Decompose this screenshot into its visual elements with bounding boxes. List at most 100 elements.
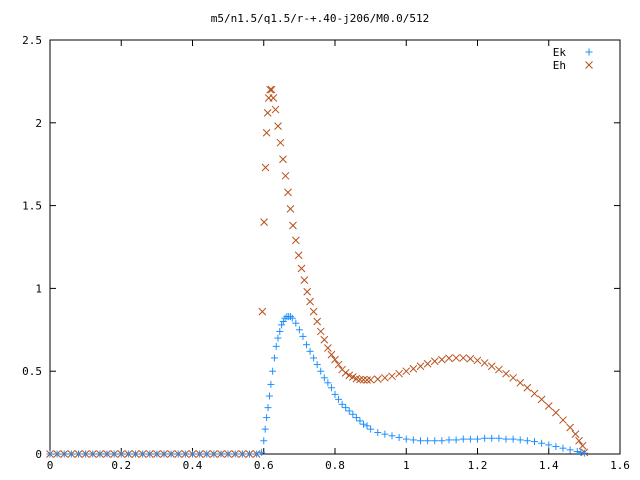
data-point-ek — [417, 437, 424, 445]
data-point-eh — [530, 389, 539, 398]
data-point-ek — [264, 404, 272, 412]
data-point-ek — [338, 400, 346, 408]
y-tick-label: 2.5 — [22, 34, 42, 47]
data-point-eh — [423, 359, 432, 368]
data-point-ek — [320, 374, 328, 382]
data-point-ek — [272, 342, 280, 350]
legend-label-ek: Ek — [553, 46, 567, 59]
data-point-eh — [430, 357, 439, 366]
data-point-ek — [279, 318, 287, 326]
series-ek — [46, 313, 588, 458]
data-point-eh — [267, 85, 276, 94]
data-point-eh — [297, 264, 306, 273]
x-tick-label: 1.2 — [468, 459, 488, 472]
data-point-ek — [495, 434, 503, 442]
data-point-ek — [167, 450, 175, 458]
data-point-eh — [559, 416, 567, 424]
data-point-ek — [124, 450, 132, 458]
data-point-ek — [481, 434, 489, 442]
data-point-ek — [53, 450, 61, 458]
data-point-ek — [260, 437, 268, 445]
data-point-eh — [261, 163, 270, 172]
data-point-ek — [577, 448, 585, 456]
data-point-ek — [363, 422, 371, 430]
data-point-ek — [474, 435, 481, 443]
data-point-ek — [295, 326, 303, 334]
data-point-ek — [509, 435, 517, 443]
data-point-eh — [341, 369, 350, 377]
x-tick-label: 0.4 — [183, 459, 203, 472]
data-point-ek — [345, 407, 353, 415]
series-layer — [46, 85, 589, 458]
data-point-ek — [566, 446, 574, 454]
data-point-ek — [466, 435, 474, 443]
data-point-ek — [306, 347, 314, 355]
data-point-ek — [253, 450, 261, 458]
data-point-ek — [261, 425, 269, 433]
data-point-ek — [196, 450, 204, 458]
data-point-ek — [360, 420, 367, 428]
data-point-ek — [278, 321, 286, 329]
data-point-ek — [502, 435, 510, 443]
data-point-eh — [466, 354, 475, 363]
data-point-eh — [395, 369, 403, 378]
data-point-eh — [409, 364, 418, 373]
data-point-eh — [309, 307, 318, 316]
data-point-eh — [516, 378, 525, 387]
data-point-ek — [267, 380, 275, 388]
data-point-eh — [260, 218, 268, 227]
data-point-eh — [578, 441, 587, 450]
x-tick-label: 0.6 — [254, 459, 274, 472]
data-point-eh — [402, 367, 411, 376]
data-point-ek — [75, 450, 82, 458]
data-point-ek — [445, 436, 453, 444]
data-point-eh — [452, 354, 460, 362]
data-point-eh — [502, 369, 510, 378]
data-point-ek — [552, 443, 560, 451]
data-point-eh — [544, 402, 553, 410]
data-point-ek — [160, 450, 168, 458]
data-point-ek — [395, 433, 403, 441]
data-point-ek — [153, 450, 161, 458]
data-point-ek — [189, 450, 196, 458]
data-point-eh — [316, 327, 325, 336]
data-point-ek — [488, 434, 496, 442]
x-tick-label: 0 — [47, 459, 54, 472]
data-point-ek — [424, 437, 432, 445]
data-point-ek — [459, 435, 467, 443]
x-tick-label: 0.2 — [111, 459, 131, 472]
data-point-eh — [266, 85, 275, 94]
data-point-ek — [139, 450, 147, 458]
data-point-ek — [313, 361, 321, 369]
data-point-ek — [310, 354, 318, 362]
data-point-ek — [181, 450, 189, 458]
data-point-ek — [324, 379, 332, 387]
chart-title: m5/n1.5/q1.5/r-+.40-j206/M0.0/512 — [211, 12, 430, 25]
data-point-ek — [270, 354, 278, 362]
data-point-ek — [274, 334, 282, 342]
data-point-ek — [292, 319, 300, 327]
y-axis: 0 0.5 1 1.5 2 2.5 — [22, 34, 620, 461]
data-point-ek — [265, 392, 273, 400]
data-point-eh — [487, 362, 496, 371]
data-point-ek — [246, 450, 253, 458]
data-point-ek — [523, 437, 531, 445]
data-point-eh — [286, 205, 295, 213]
data-point-ek — [281, 314, 289, 322]
data-point-ek — [210, 450, 218, 458]
data-point-eh — [566, 423, 574, 432]
data-point-ek — [402, 435, 410, 443]
data-point-ek — [331, 390, 339, 398]
data-point-eh — [294, 251, 303, 260]
data-point-ek — [117, 450, 125, 458]
data-point-eh — [509, 373, 517, 382]
data-point-eh — [269, 94, 278, 102]
data-point-eh — [416, 362, 425, 371]
data-point-ek — [231, 450, 239, 458]
data-point-eh — [258, 307, 267, 316]
data-point-eh — [552, 408, 560, 417]
data-point-ek — [409, 436, 417, 444]
data-point-ek — [580, 449, 588, 457]
